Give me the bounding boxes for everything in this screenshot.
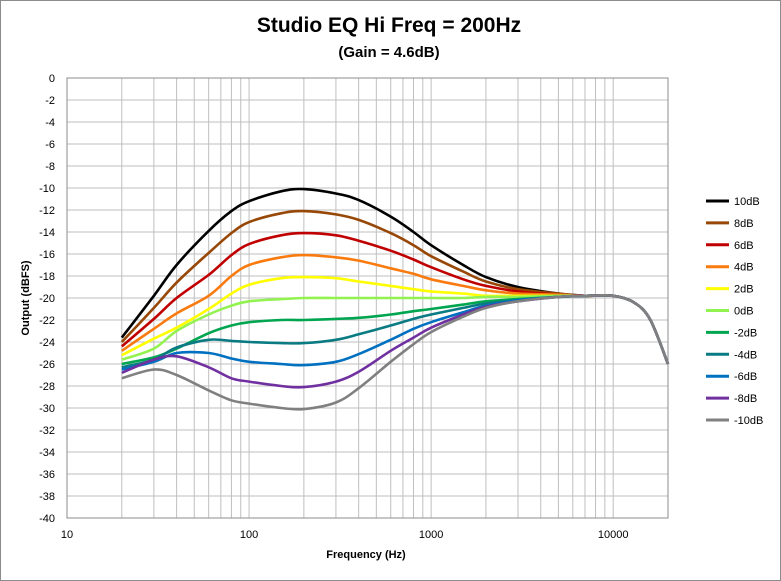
series-line-5 <box>121 275 670 365</box>
y-tick-label: -20 <box>39 293 55 305</box>
legend-label: -8dB <box>734 393 757 405</box>
y-tick-label: -12 <box>39 205 55 217</box>
y-tick-label: -10 <box>39 183 55 195</box>
x-tick-label: 10000 <box>598 529 629 541</box>
y-tick-label: -34 <box>39 447 55 459</box>
y-tick-label: -2 <box>45 95 55 107</box>
y-tick-label: -36 <box>39 469 55 481</box>
legend-label: 0dB <box>734 306 754 318</box>
series-line-11 <box>121 293 670 411</box>
y-tick-label: -8 <box>45 161 55 173</box>
y-tick-label: -14 <box>39 227 55 239</box>
x-axis-label: Frequency (Hz) <box>326 549 406 561</box>
y-tick-label: -28 <box>39 381 55 393</box>
legend-label: 10dB <box>734 196 760 208</box>
y-tick-label: -38 <box>39 491 55 503</box>
legend-label: 8dB <box>734 218 754 230</box>
legend-label: 4dB <box>734 262 754 274</box>
y-tick-label: -24 <box>39 337 55 349</box>
legend-label: 2dB <box>734 284 754 296</box>
y-tick-label: -4 <box>45 117 55 129</box>
legend-label: -6dB <box>734 371 757 383</box>
series-line-8 <box>121 293 670 369</box>
y-tick-label: -26 <box>39 359 55 371</box>
y-tick-label: -30 <box>39 403 55 415</box>
legend-label: -2dB <box>734 327 757 339</box>
series-lines <box>120 187 670 411</box>
legend-label: -4dB <box>734 349 757 361</box>
chart-subtitle: (Gain = 4.6dB) <box>338 44 439 61</box>
chart-title: Studio EQ Hi Freq = 200Hz <box>257 14 521 37</box>
y-tick-label: 0 <box>49 73 55 85</box>
y-tick-label: -32 <box>39 425 55 437</box>
x-tick-label: 1000 <box>419 529 443 541</box>
legend: 10dB 8dB 6dB 4dB 2dB 0dB -2dB -4dB -6dB -8dB -10dB <box>706 196 763 427</box>
x-axis-ticks: 10 100 1000 10000 <box>61 529 629 541</box>
x-tick-label: 10 <box>61 529 73 541</box>
plot-area-border <box>66 77 669 519</box>
y-axis-label: Output (dBFS) <box>20 260 32 335</box>
y-tick-label: -16 <box>39 249 55 261</box>
legend-label: -10dB <box>734 415 763 427</box>
y-tick-label: -18 <box>39 271 55 283</box>
legend-label: 6dB <box>734 240 754 252</box>
y-tick-label: -6 <box>45 139 55 151</box>
y-tick-label: -40 <box>39 513 55 525</box>
y-axis-ticks: 0 -2 -4 -6 -8 -10 -12 -14 -16 -18 -20 -22 -24 -26 -28 -… <box>39 73 55 525</box>
y-tick-label: -22 <box>39 315 55 327</box>
x-tick-label: 100 <box>240 529 258 541</box>
